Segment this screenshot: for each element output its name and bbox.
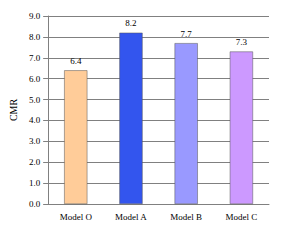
svg-text:4.0: 4.0 (29, 115, 41, 125)
svg-text:Model C: Model C (226, 212, 258, 222)
svg-text:0.0: 0.0 (29, 199, 41, 209)
svg-text:7.3: 7.3 (236, 37, 248, 47)
svg-text:8.2: 8.2 (125, 18, 136, 28)
svg-text:Model O: Model O (60, 212, 93, 222)
svg-text:9.0: 9.0 (29, 11, 41, 21)
svg-text:6.4: 6.4 (70, 56, 82, 66)
svg-text:5.0: 5.0 (29, 95, 41, 105)
svg-text:6.0: 6.0 (29, 74, 41, 84)
svg-text:2.0: 2.0 (29, 157, 41, 167)
svg-text:8.0: 8.0 (29, 32, 41, 42)
svg-text:Model A: Model A (115, 212, 147, 222)
svg-text:7.0: 7.0 (29, 53, 41, 63)
svg-text:3.0: 3.0 (29, 136, 41, 146)
svg-text:CMR: CMR (8, 99, 19, 122)
svg-text:Model B: Model B (170, 212, 202, 222)
svg-text:7.7: 7.7 (181, 29, 193, 39)
svg-text:1.0: 1.0 (29, 178, 41, 188)
